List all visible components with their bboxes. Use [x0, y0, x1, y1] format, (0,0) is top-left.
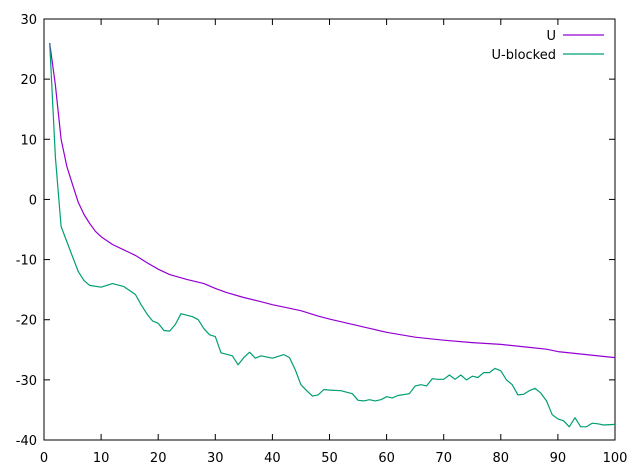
x-tick-label: 20 — [150, 451, 167, 466]
y-tick-label: 20 — [20, 73, 37, 88]
series-lines — [49, 43, 616, 428]
y-tick-label: 10 — [20, 133, 37, 148]
y-tick-label: -10 — [16, 254, 37, 269]
x-tick-label: 50 — [321, 451, 338, 466]
x-tick-label: 90 — [550, 451, 567, 466]
x-tick-label: 30 — [207, 451, 224, 466]
x-tick-label: 70 — [435, 451, 452, 466]
axis-ticks — [43, 18, 616, 441]
y-tick-label: -30 — [16, 374, 37, 389]
y-tick-label: -40 — [16, 434, 37, 449]
y-tick-label: 0 — [29, 193, 37, 208]
y-tick-label: 30 — [20, 13, 37, 28]
axis-tick-labels: 0 10 20 30 40 50 60 70 80 90 1003020100-10-20-30-4… — [16, 13, 628, 466]
series-line-u-blocked — [49, 43, 616, 428]
legend: U U-blocked — [492, 29, 604, 63]
x-tick-label: 60 — [378, 451, 395, 466]
x-tick-label: 0 — [40, 451, 48, 466]
y-tick-label: -20 — [16, 314, 37, 329]
x-tick-label: 40 — [264, 451, 281, 466]
plot-frame — [43, 18, 616, 441]
x-tick-label: 10 — [93, 451, 110, 466]
x-tick-label: 80 — [493, 451, 510, 466]
series-line-u — [49, 43, 616, 359]
x-tick-label: 100 — [603, 451, 628, 466]
legend-label: U-blocked — [492, 48, 557, 63]
legend-label: U — [546, 29, 556, 44]
